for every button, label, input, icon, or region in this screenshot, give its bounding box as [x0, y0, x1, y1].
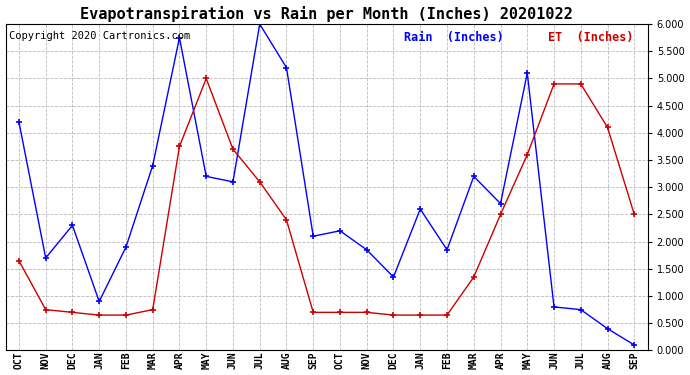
Title: Evapotranspiration vs Rain per Month (Inches) 20201022: Evapotranspiration vs Rain per Month (In…	[80, 6, 573, 21]
Text: Copyright 2020 Cartronics.com: Copyright 2020 Cartronics.com	[9, 31, 190, 40]
Text: ET  (Inches): ET (Inches)	[548, 31, 633, 44]
Text: Rain  (Inches): Rain (Inches)	[404, 31, 504, 44]
